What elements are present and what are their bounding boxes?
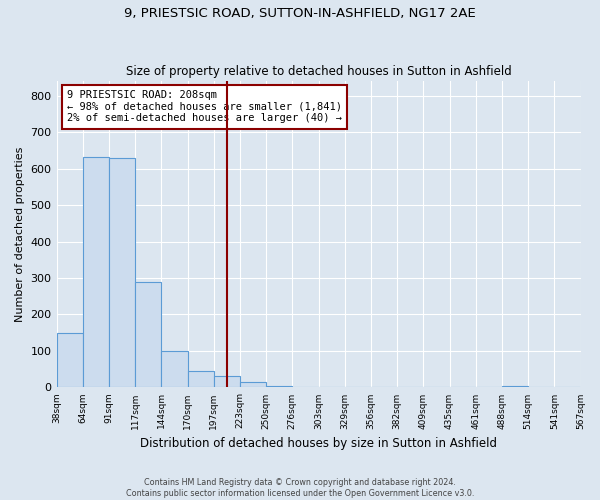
Bar — [56, 334, 83, 388]
Bar — [266, 386, 292, 388]
Title: Size of property relative to detached houses in Sutton in Ashfield: Size of property relative to detached ho… — [125, 66, 511, 78]
Bar — [109, 158, 135, 388]
Text: 9, PRIESTSIC ROAD, SUTTON-IN-ASHFIELD, NG17 2AE: 9, PRIESTSIC ROAD, SUTTON-IN-ASHFIELD, N… — [124, 8, 476, 20]
Bar — [214, 376, 240, 388]
Text: Contains HM Land Registry data © Crown copyright and database right 2024.
Contai: Contains HM Land Registry data © Crown c… — [126, 478, 474, 498]
Bar — [240, 382, 266, 388]
Bar — [135, 282, 161, 388]
Bar — [83, 157, 109, 388]
Text: 9 PRIESTSIC ROAD: 208sqm
← 98% of detached houses are smaller (1,841)
2% of semi: 9 PRIESTSIC ROAD: 208sqm ← 98% of detach… — [67, 90, 342, 124]
Bar — [188, 370, 214, 388]
Y-axis label: Number of detached properties: Number of detached properties — [15, 146, 25, 322]
Bar — [502, 386, 528, 388]
X-axis label: Distribution of detached houses by size in Sutton in Ashfield: Distribution of detached houses by size … — [140, 437, 497, 450]
Bar — [161, 350, 188, 388]
